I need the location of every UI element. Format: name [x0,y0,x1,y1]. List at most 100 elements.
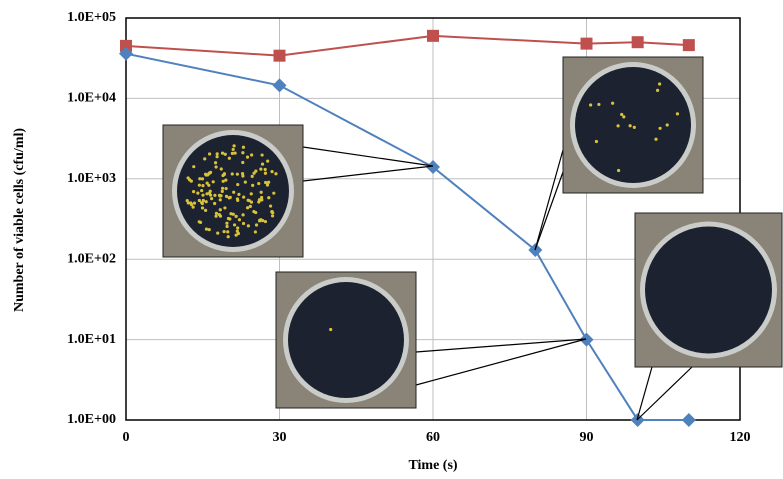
colony [232,148,235,151]
colony [226,230,229,233]
colony [250,192,253,195]
colony [617,169,620,172]
colony [267,181,270,184]
colony [244,180,247,183]
colony [212,180,215,183]
y-tick-label: 1.0E+04 [67,91,116,106]
colony [264,172,267,175]
colony [238,218,241,221]
colony [241,161,244,164]
colony [241,213,244,216]
colony [225,225,228,228]
y-tick-label: 1.0E+01 [67,332,116,347]
colony [252,172,255,175]
point-marker [581,38,593,50]
x-tick-label: 60 [426,430,440,445]
colony [221,187,224,190]
colony [205,192,208,195]
colony [219,194,222,197]
colony [676,112,679,115]
colony [246,156,249,159]
colony [199,221,202,224]
colony [270,170,273,173]
colony [267,196,270,199]
y-tick-label: 1.0E+05 [67,10,116,25]
colony [254,230,257,233]
colony [203,157,206,160]
colony [250,153,253,156]
colony [274,172,277,175]
colony [198,184,201,187]
colony [241,151,244,154]
colony [224,153,227,156]
colony [658,127,661,130]
colony [209,171,212,174]
dish-photos [163,57,782,408]
colony [270,210,273,213]
y-tick-label: 1.0E+02 [67,251,116,266]
colony [236,230,239,233]
colony [242,196,245,199]
point-marker [683,39,695,51]
dish-agar [288,282,404,398]
series-line [126,36,689,56]
colony [204,209,207,212]
colony [236,173,239,176]
colony [198,177,201,180]
colony [231,152,234,155]
colony [252,210,255,213]
colony [595,140,598,143]
colony [251,175,254,178]
colony [258,219,261,222]
colony [222,230,225,233]
colony [258,198,261,201]
point-marker [632,36,644,48]
y-tick-label: 1.0E+03 [67,171,116,186]
point-marker [427,30,439,42]
colony [204,173,207,176]
colony [196,192,199,195]
colony [198,199,201,202]
y-tick-label: 1.0E+00 [67,412,116,427]
colony [201,177,204,180]
colony [213,202,216,205]
colony [216,231,219,234]
colony [201,184,204,187]
colony [192,190,195,193]
colony [257,182,260,185]
colony [213,194,216,197]
colony [620,113,623,116]
colony [222,180,225,183]
x-axis-label: Time (s) [408,458,457,473]
colony [223,172,226,175]
colony [266,160,269,163]
colony [205,200,208,203]
colony [215,212,218,215]
colony [269,204,272,207]
colony [246,199,249,202]
dish-agar [575,67,691,183]
colony [654,138,657,141]
colony [202,199,205,202]
colony [233,223,236,226]
colony [201,206,204,209]
colony [597,103,600,106]
colony [250,201,253,204]
colony [633,126,636,129]
point-marker [274,50,286,62]
dish-agar [645,227,772,354]
colony [272,192,275,195]
colony [242,146,245,149]
colony [227,217,230,220]
x-tick-label: 120 [730,430,751,445]
colony [208,152,211,155]
colony [208,228,211,231]
colony [232,191,235,194]
colony [236,226,239,229]
colony [214,165,217,168]
colony [207,184,210,187]
colony [246,206,249,209]
colony [216,152,219,155]
x-tick-label: 0 [123,430,130,445]
colony [589,103,592,106]
